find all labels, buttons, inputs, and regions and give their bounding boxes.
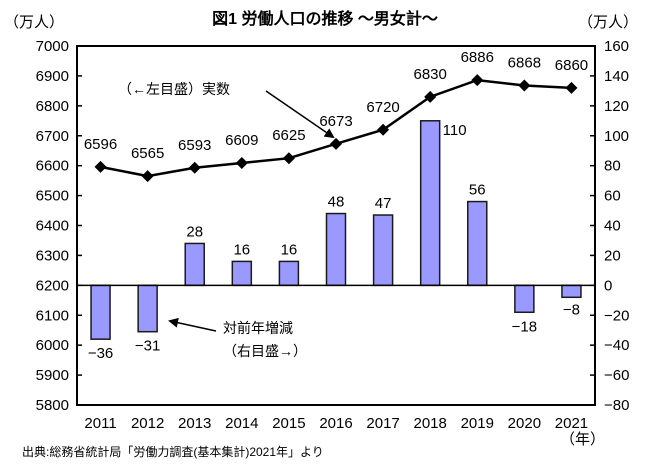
left-tick-label: 6800: [36, 98, 69, 115]
line-point-2016: [330, 137, 342, 150]
bar-label-2013: 28: [186, 223, 203, 240]
right-tick-label: −40: [604, 337, 629, 354]
bar-label-2019: 56: [469, 182, 486, 199]
right-tick-label: 40: [604, 218, 621, 235]
x-tick-label: 2020: [508, 415, 541, 432]
x-axis-unit: （年）: [560, 431, 605, 448]
bar-label-2016: 48: [328, 194, 345, 211]
data-labels: −36 −31 28 16 16 48 47 110 56 −18 −8 6596 6565 6593 66…: [84, 49, 588, 362]
right-tick-label: 100: [604, 128, 629, 145]
bar-2017: [372, 214, 394, 287]
right-tick-label: 80: [604, 158, 621, 175]
right-axis-unit: （万人）: [578, 14, 638, 31]
chart-title: 図1 労働人口の推移 ～男女計～: [212, 9, 438, 28]
bar-2012: [137, 284, 158, 333]
bar-label-2011: −36: [88, 345, 113, 362]
left-tick-label: 6900: [36, 68, 69, 85]
bar-label-2015: 16: [281, 241, 298, 258]
left-tick-label: 7000: [36, 38, 69, 55]
bar-2015: [278, 260, 300, 287]
right-tick-label: −80: [604, 397, 629, 414]
left-tick-label: 5800: [36, 397, 69, 414]
bar-2014: [231, 260, 253, 287]
right-tick-label: 0: [604, 277, 612, 294]
line-label-2020: 6868: [508, 54, 541, 71]
bar-label-2018: 110: [443, 122, 467, 139]
bar-label-2021: −8: [563, 301, 580, 318]
x-tick-label: 2015: [272, 415, 305, 432]
bar-annotation-line1: 対前年増減: [223, 320, 293, 336]
left-tick-label: 6600: [36, 158, 69, 175]
line-series: [94, 74, 578, 183]
line-point-2012: [141, 170, 154, 183]
right-tick-label: 120: [604, 98, 629, 115]
x-tick-label: 2011: [84, 415, 116, 432]
left-tick-label: 5900: [36, 367, 69, 384]
x-tick-label: 2019: [461, 415, 494, 432]
bar-label-2017: 47: [375, 195, 392, 212]
line-point-2013: [188, 161, 201, 174]
bar-annotation-arrow: [168, 317, 217, 332]
line-label-2014: 6609: [225, 132, 258, 149]
right-tick-label: −20: [604, 307, 629, 324]
bar-2019: [467, 200, 488, 287]
bar-annotation-line2: （右目盛→）: [223, 343, 307, 359]
x-tick-label: 2016: [319, 415, 352, 432]
bar-2020: [514, 284, 535, 314]
x-tick-label: 2017: [366, 415, 399, 432]
right-tick-label: 140: [604, 68, 629, 85]
line-label-2013: 6593: [178, 137, 211, 154]
line-point-2017: [377, 123, 390, 136]
right-tick-label: 20: [604, 247, 621, 264]
line-annotation: （←左目盛）実数: [118, 81, 230, 97]
bar-series: [90, 120, 582, 340]
x-tick-label: 2018: [413, 415, 446, 432]
right-axis-ticks: 160 140 120 100 80 60 40 20 0 −20 −40 −60 −80: [590, 38, 629, 414]
left-tick-label: 6100: [36, 307, 69, 324]
line-annotation-arrow: [265, 90, 335, 139]
bar-2011: [90, 284, 111, 340]
line-point-2015: [282, 152, 295, 165]
line-point-2018: [424, 90, 437, 103]
x-tick-label: 2014: [225, 415, 258, 432]
bar-label-2014: 16: [233, 241, 250, 258]
line-label-2016: 6673: [319, 113, 352, 130]
x-axis-ticks: 2011 2012 2013 2014 2015 2016 2017 2018 2019 2020…: [84, 415, 588, 432]
line-point-2019: [471, 74, 484, 87]
left-axis-ticks: 7000 6900 6800 6700 6600 6500 6400 6300 6200 6100…: [36, 38, 82, 414]
line-label-2019: 6886: [461, 49, 494, 66]
x-tick-label: 2021: [555, 415, 588, 432]
x-tick-label: 2012: [131, 415, 164, 432]
bar-2021: [561, 284, 582, 299]
bar-label-2020: −18: [512, 318, 537, 335]
line-point-2020: [518, 79, 531, 92]
bar-2018: [419, 120, 441, 287]
left-tick-label: 6300: [36, 247, 69, 264]
line-point-2021: [565, 81, 578, 94]
line-label-2021: 6860: [555, 57, 588, 74]
bar-2013: [184, 242, 205, 287]
left-tick-label: 6000: [36, 337, 69, 354]
right-tick-label: 160: [604, 38, 629, 55]
source-note: 出典:総務省統計局「労働力調査(基本集計)2021年」より: [22, 444, 324, 459]
left-tick-label: 6700: [36, 128, 69, 145]
left-tick-label: 6200: [36, 277, 69, 294]
bar-2016: [325, 212, 347, 287]
line-label-2011: 6596: [84, 136, 117, 153]
line-label-2018: 6830: [413, 66, 446, 83]
line-point-2011: [94, 160, 107, 173]
right-tick-label: −60: [604, 367, 629, 384]
left-tick-label: 6500: [36, 188, 69, 205]
right-tick-label: 60: [604, 188, 621, 205]
line-label-2012: 6565: [131, 145, 164, 162]
bar-label-2012: −31: [135, 338, 160, 355]
line-label-2017: 6720: [366, 99, 399, 116]
left-tick-label: 6400: [36, 218, 69, 235]
line-point-2014: [235, 156, 248, 169]
x-tick-label: 2013: [178, 415, 211, 432]
line-label-2015: 6625: [272, 127, 305, 144]
left-axis-unit: （万人）: [4, 14, 64, 31]
